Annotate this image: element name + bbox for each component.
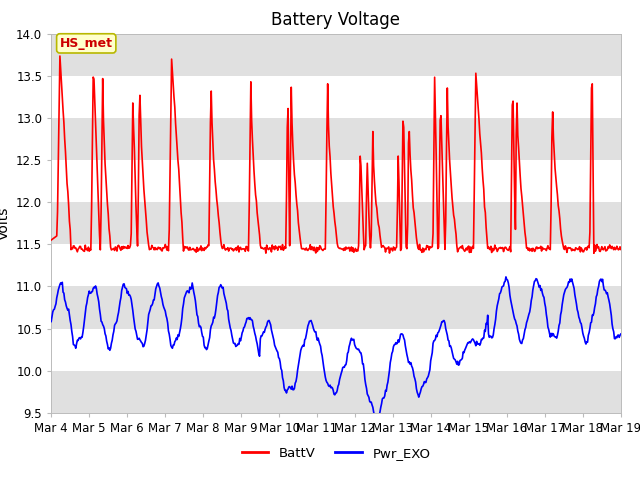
- Legend: BattV, Pwr_EXO: BattV, Pwr_EXO: [236, 442, 436, 465]
- Bar: [51, 34, 621, 76]
- Bar: [51, 202, 621, 244]
- Y-axis label: Volts: Volts: [0, 206, 10, 240]
- Title: Battery Voltage: Battery Voltage: [271, 11, 401, 29]
- Bar: [51, 287, 621, 328]
- Bar: [51, 371, 621, 413]
- Text: HS_met: HS_met: [60, 37, 113, 50]
- Bar: [51, 118, 621, 160]
